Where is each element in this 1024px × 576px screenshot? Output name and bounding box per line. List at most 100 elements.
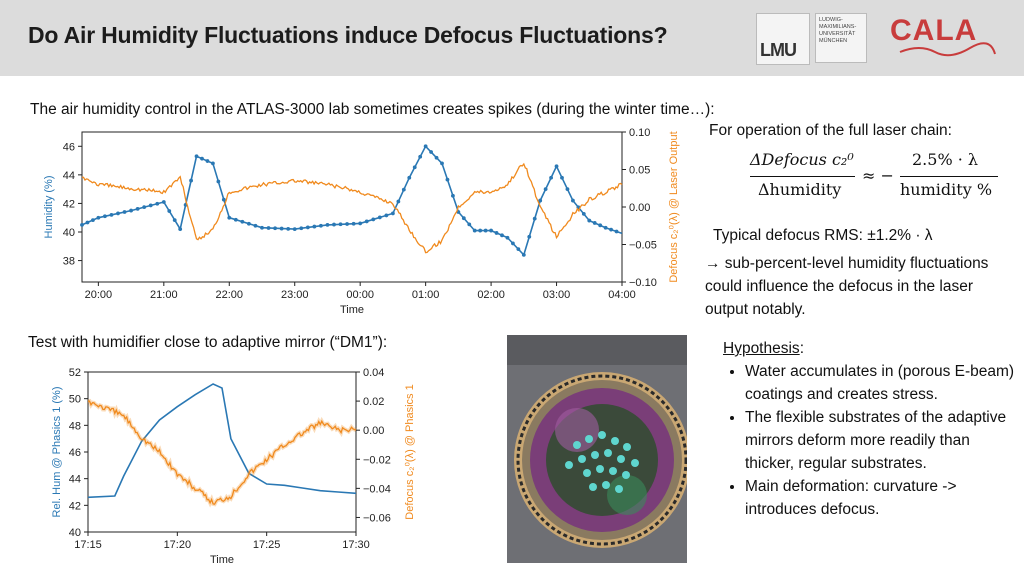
humidity-point	[332, 222, 336, 227]
humidity-point	[205, 159, 210, 163]
humidity-point	[516, 247, 521, 252]
humidity-point	[434, 155, 439, 160]
humidity-point	[247, 221, 251, 226]
humidity-point	[91, 218, 95, 222]
x-tick-label: 17:20	[164, 539, 192, 551]
hypothesis-block: Hypothesis: Water accumulates in (porous…	[723, 337, 1023, 521]
humidity-point	[543, 187, 548, 192]
eq-lhs-denominator: Δhumidity	[758, 180, 842, 199]
humidity-point	[560, 175, 564, 180]
humidity-point	[505, 235, 510, 240]
humidity-point	[211, 161, 215, 166]
y-right-tick-label: 0.00	[629, 202, 650, 214]
humidity-point	[109, 212, 114, 217]
humidity-point	[587, 218, 592, 223]
humidity-point	[609, 227, 613, 232]
humidity-point	[135, 206, 140, 211]
defocus-series-line	[81, 162, 623, 254]
slide-title: Do Air Humidity Fluctuations induce Defo…	[28, 22, 668, 48]
humidity-point	[440, 161, 444, 166]
humidity-point	[286, 226, 291, 231]
humidity-point	[549, 175, 553, 180]
defocus-band	[87, 398, 357, 508]
humidity-point	[305, 225, 310, 230]
humidity-point	[148, 203, 153, 208]
x-tick-label: 17:15	[74, 539, 102, 551]
x-axis-label: Time	[340, 304, 364, 316]
operation-text: For operation of the full laser chain:	[709, 122, 952, 139]
humidity-point	[407, 175, 412, 180]
y-left-tick-label: 52	[69, 367, 81, 379]
humidity-point	[391, 211, 395, 216]
humidity-point	[216, 179, 221, 184]
humidity-point	[581, 212, 586, 216]
y-left-axis-label: Rel. Hum @ Phasics 1 (%)	[51, 387, 63, 518]
y-left-tick-label: 44	[69, 474, 81, 486]
rms-text: Typical defocus RMS: ±1.2% · λ	[713, 227, 933, 244]
humidity-point	[489, 228, 493, 233]
humidity-point	[122, 210, 127, 214]
humidity-point	[364, 219, 369, 224]
humidity-point	[494, 231, 499, 235]
humidity-point	[598, 223, 603, 228]
humidity-point	[279, 226, 284, 231]
humidity-point	[299, 226, 304, 231]
y-right-tick-label: −0.04	[363, 483, 391, 495]
humidity-point	[142, 205, 147, 210]
y-right-tick-label: −0.02	[363, 454, 391, 466]
x-tick-label: 00:00	[346, 289, 374, 301]
humidity-defocus-chart-overnight: 20:00 21:00 22:00 23:00 00:00 01:00 02:00 03:00…	[43, 127, 680, 316]
humidity-point	[451, 193, 455, 198]
x-tick-label: 04:00	[608, 289, 636, 301]
y-right-tick-label: 0.02	[363, 396, 384, 408]
eq-rhs-numerator: 2.5% · λ	[912, 150, 979, 169]
humidity-point	[571, 198, 575, 203]
humidity-point	[240, 219, 245, 224]
humidity-point	[200, 156, 204, 161]
adaptive-mirror-photo	[507, 335, 687, 563]
humidity-point	[103, 214, 107, 219]
humidity-point	[412, 165, 417, 170]
y-right-tick-label: −0.06	[363, 512, 391, 524]
eq-lhs-numerator: ΔDefocus c₂⁰	[750, 150, 854, 169]
humidity-point	[371, 217, 376, 222]
defocus-series-line	[87, 400, 357, 505]
x-tick-label: 21:00	[150, 289, 178, 301]
humidity-point	[500, 233, 504, 238]
humidity-point	[351, 221, 356, 226]
intro-text: The air humidity control in the ATLAS-30…	[30, 101, 715, 118]
humidity-point	[266, 226, 271, 230]
hypothesis-list: Water accumulates in (porous E-beam) coa…	[723, 360, 1023, 521]
cala-logo: CALA	[890, 14, 1000, 60]
humidity-point	[96, 215, 101, 220]
x-tick-label: 01:00	[412, 289, 440, 301]
test-text: Test with humidifier close to adaptive m…	[28, 334, 388, 351]
mirror-image	[507, 335, 687, 563]
x-tick-label: 17:25	[253, 539, 281, 551]
humidity-point	[80, 222, 84, 227]
y-left-tick-label: 50	[69, 394, 81, 406]
humidity-point	[116, 211, 120, 216]
list-item: The flexible substrates of the adaptive …	[745, 406, 1023, 475]
humidity-point	[472, 228, 477, 233]
humidity-point	[429, 150, 433, 154]
humidity-point	[483, 228, 488, 233]
humidity-point	[227, 215, 232, 220]
humidity-point	[178, 227, 183, 232]
y-left-tick-label: 40	[63, 227, 75, 239]
y-right-tick-label: 0.05	[629, 165, 650, 177]
humidity-point	[592, 221, 597, 225]
plot-frame	[87, 371, 357, 533]
humidity-point	[312, 224, 317, 229]
humidity-point	[521, 252, 526, 257]
x-tick-label: 22:00	[216, 289, 244, 301]
x-tick-label: 17:30	[342, 539, 370, 551]
y-right-tick-label: −0.10	[629, 277, 657, 289]
eq-approx: ≈ −	[862, 166, 894, 185]
y-left-tick-label: 46	[69, 447, 81, 459]
x-axis-label: Time	[210, 554, 234, 566]
defocus-equation: ΔDefocus c₂⁰ Δhumidity ≈ − 2.5% · λ humi…	[740, 150, 1010, 206]
humidity-point	[396, 199, 401, 204]
humidity-point	[511, 241, 515, 246]
humidity-point	[167, 209, 172, 213]
